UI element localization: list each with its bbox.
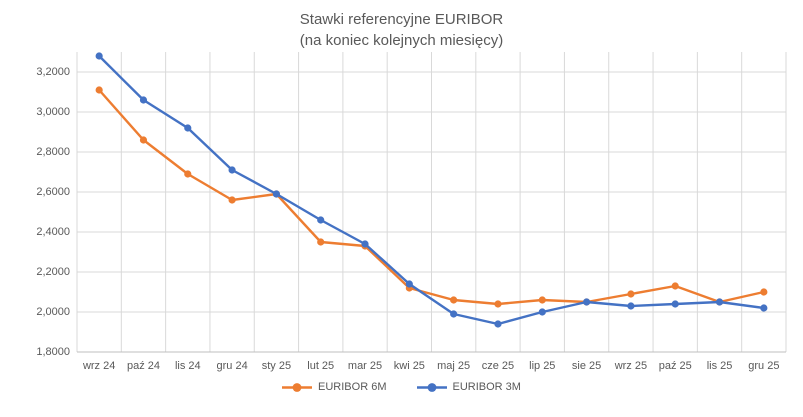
line-dot-marker-icon	[282, 382, 313, 393]
x-axis-tick-label: lis 25	[706, 360, 733, 372]
y-axis-tick-label: 2,4000	[36, 226, 70, 238]
data-point-euribor-6m	[317, 238, 325, 246]
x-axis-tick-label: wrz 24	[82, 360, 116, 372]
data-point-euribor-6m	[760, 288, 768, 296]
data-point-euribor-6m	[139, 136, 148, 144]
data-point-euribor-3m	[627, 302, 635, 310]
x-axis-tick-label: paź 24	[126, 360, 160, 372]
y-axis-tick-label: 2,6000	[36, 186, 70, 198]
legend-label: EURIBOR 6M	[318, 381, 387, 393]
y-axis-tick-label: 2,2000	[36, 266, 70, 278]
legend-item-euribor-3m[interactable]: EURIBOR 3M	[416, 381, 521, 393]
x-axis-tick-label: lis 24	[174, 360, 201, 372]
x-axis-tick-label: lip 25	[529, 360, 556, 372]
y-axis-tick-label: 2,8000	[36, 146, 70, 158]
data-point-euribor-3m	[95, 52, 103, 60]
data-point-euribor-3m	[317, 216, 325, 224]
x-axis-tick-label: gru 25	[748, 360, 780, 372]
data-point-euribor-3m	[538, 308, 546, 316]
chart-title: Stawki referencyjne EURIBOR	[299, 11, 504, 28]
data-point-euribor-3m	[494, 320, 502, 328]
data-point-euribor-6m	[627, 290, 635, 298]
x-axis-tick-label: cze 25	[481, 360, 515, 372]
data-point-euribor-3m	[139, 96, 148, 104]
y-axis-tick-label: 3,0000	[36, 106, 70, 118]
x-axis-tick-label: paź 25	[658, 360, 692, 372]
y-axis-tick-label: 1,8000	[36, 346, 70, 358]
y-axis-tick-label: 2,0000	[36, 306, 70, 318]
legend: EURIBOR 6M EURIBOR 3M	[0, 381, 803, 393]
data-point-euribor-3m	[760, 304, 768, 312]
x-axis-tick-label: sty 25	[261, 360, 292, 372]
legend-label: EURIBOR 3M	[452, 381, 521, 393]
data-point-euribor-6m	[184, 170, 192, 178]
data-point-euribor-3m	[715, 298, 724, 306]
chart-title-block: Stawki referencyjne EURIBOR (na koniec k…	[0, 9, 803, 51]
data-point-euribor-3m	[228, 166, 236, 174]
data-point-euribor-3m	[582, 298, 591, 306]
data-point-euribor-6m	[538, 296, 546, 304]
x-axis-tick-label: mar 25	[347, 360, 383, 372]
data-point-euribor-6m	[494, 300, 502, 308]
x-axis-tick-label: kwi 25	[393, 360, 425, 372]
data-point-euribor-3m	[450, 310, 458, 318]
x-axis-tick-label: maj 25	[437, 360, 471, 372]
data-point-euribor-3m	[272, 190, 281, 198]
line-dot-marker-icon	[416, 382, 447, 393]
x-axis-tick-label: sie 25	[571, 360, 602, 372]
chart-subtitle: (na koniec kolejnych miesięcy)	[299, 32, 504, 49]
x-axis-tick-label: wrz 25	[614, 360, 648, 372]
data-point-euribor-6m	[228, 196, 236, 204]
data-point-euribor-3m	[361, 240, 369, 248]
data-point-euribor-3m	[405, 280, 413, 288]
legend-item-euribor-6m[interactable]: EURIBOR 6M	[282, 381, 387, 393]
series-line-euribor-6m	[97, 88, 766, 306]
data-point-euribor-3m	[671, 300, 679, 308]
data-point-euribor-6m	[95, 86, 103, 94]
x-axis-tick-label: gru 24	[216, 360, 248, 372]
x-axis-tick-label: lut 25	[307, 360, 335, 372]
y-axis-tick-label: 3,2000	[36, 66, 70, 78]
data-point-euribor-6m	[671, 282, 679, 290]
series-line-euribor-3m	[97, 54, 766, 326]
data-point-euribor-6m	[450, 296, 458, 304]
data-point-euribor-3m	[184, 124, 192, 132]
